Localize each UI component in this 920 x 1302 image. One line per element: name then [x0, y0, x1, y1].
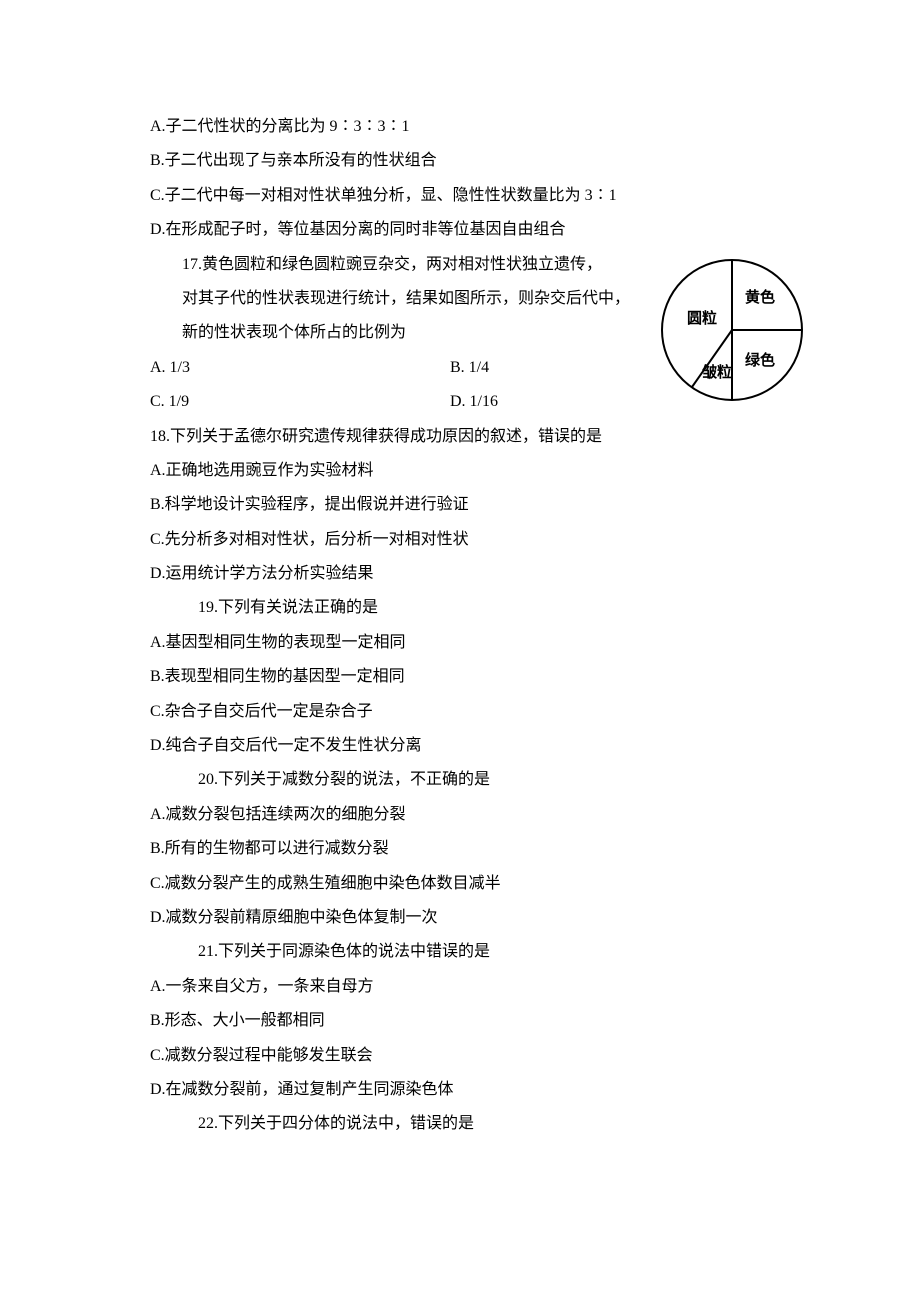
q20-option-b: B.所有的生物都可以进行减数分裂	[150, 832, 800, 866]
q20-stem: 20.下列关于减数分裂的说法，不正确的是	[150, 763, 800, 797]
q21-stem: 21.下列关于同源染色体的说法中错误的是	[150, 935, 800, 969]
q20-option-d: D.减数分裂前精原细胞中染色体复制一次	[150, 901, 800, 935]
q22-stem: 22.下列关于四分体的说法中，错误的是	[150, 1107, 800, 1141]
q17-stem-line2: 对其子代的性状表现进行统计，结果如图所示，则杂交后代中，	[150, 282, 630, 316]
q16-option-c: C.子二代中每一对相对性状单独分析，显、隐性性状数量比为 3∶1	[150, 179, 800, 213]
q21-option-c: C.减数分裂过程中能够发生联会	[150, 1039, 800, 1073]
q19-stem: 19.下列有关说法正确的是	[150, 591, 800, 625]
q21-option-a: A.一条来自父方，一条来自母方	[150, 970, 800, 1004]
q17-option-a: A. 1/3	[150, 351, 450, 385]
q17-option-d: D. 1/16	[450, 385, 800, 419]
q19-option-a: A.基因型相同生物的表现型一定相同	[150, 626, 800, 660]
q20-option-c: C.减数分裂产生的成熟生殖细胞中染色体数目减半	[150, 867, 800, 901]
q17-stem-line3: 新的性状表现个体所占的比例为	[150, 316, 630, 350]
q21-option-d: D.在减数分裂前，通过复制产生同源染色体	[150, 1073, 800, 1107]
q21-option-b: B.形态、大小一般都相同	[150, 1004, 800, 1038]
q18-stem: 18.下列关于孟德尔研究遗传规律获得成功原因的叙述，错误的是	[150, 420, 800, 454]
q20-option-a: A.减数分裂包括连续两次的细胞分裂	[150, 798, 800, 832]
q16-option-a: A.子二代性状的分离比为 9∶3∶3∶1	[150, 110, 800, 144]
q16-option-d: D.在形成配子时，等位基因分离的同时非等位基因自由组合	[150, 213, 800, 247]
q16-option-b: B.子二代出现了与亲本所没有的性状组合	[150, 144, 800, 178]
q18-option-b: B.科学地设计实验程序，提出假说并进行验证	[150, 488, 800, 522]
q17-stem-line1: 17.黄色圆粒和绿色圆粒豌豆杂交，两对相对性状独立遗传，	[150, 248, 630, 282]
q17-option-b: B. 1/4	[450, 351, 800, 385]
q17-option-c: C. 1/9	[150, 385, 450, 419]
q19-option-d: D.纯合子自交后代一定不发生性状分离	[150, 729, 800, 763]
q19-option-b: B.表现型相同生物的基因型一定相同	[150, 660, 800, 694]
q19-option-c: C.杂合子自交后代一定是杂合子	[150, 695, 800, 729]
q18-option-c: C.先分析多对相对性状，后分析一对相对性状	[150, 523, 800, 557]
q18-option-d: D.运用统计学方法分析实验结果	[150, 557, 800, 591]
q18-option-a: A.正确地选用豌豆作为实验材料	[150, 454, 800, 488]
